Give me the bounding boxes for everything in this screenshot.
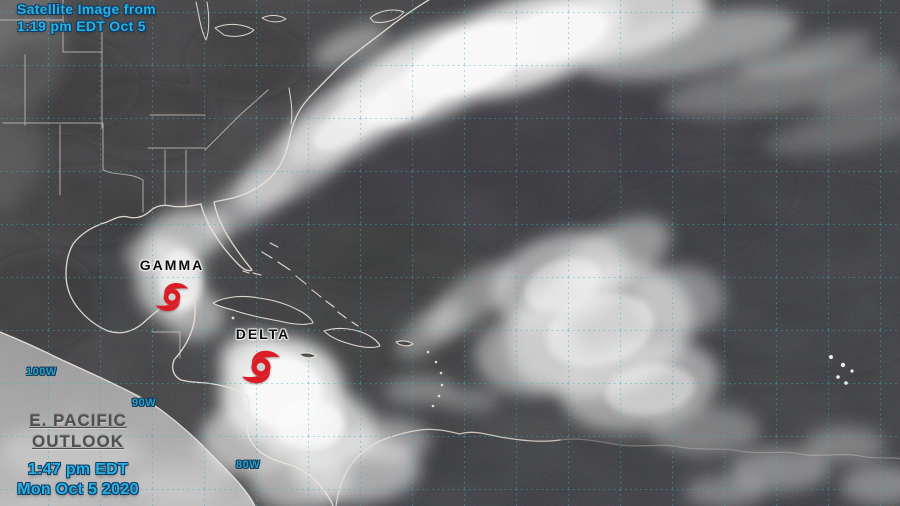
storm-label-delta[interactable]: DELTA xyxy=(235,326,291,342)
gamma-hurricane-icon[interactable] xyxy=(153,278,191,316)
outlook-line1: E. PACIFIC xyxy=(29,411,127,430)
satellite-caption-line1: Satellite Image from xyxy=(17,1,157,17)
longitude-label-80w: 80W xyxy=(236,459,261,471)
timestamp-time: 1:47 pm EDT xyxy=(27,461,129,478)
delta-hurricane-icon[interactable] xyxy=(239,345,283,389)
longitude-label-90w: 90W xyxy=(132,397,157,409)
e-pacific-outlook-link[interactable]: E. PACIFIC OUTLOOK xyxy=(13,410,143,452)
outlook-line2: OUTLOOK xyxy=(32,432,124,451)
longitude-label-100w: 100W xyxy=(26,366,57,378)
timestamp-date: Mon Oct 5 2020 xyxy=(17,481,139,498)
map-timestamp: 1:47 pm EDT Mon Oct 5 2020 xyxy=(13,460,143,500)
satellite-caption-line2: 1:19 pm EDT Oct 5 xyxy=(17,18,146,34)
satellite-caption: Satellite Image from 1:19 pm EDT Oct 5 xyxy=(17,1,156,35)
storm-label-gamma[interactable]: GAMMA xyxy=(139,257,205,273)
